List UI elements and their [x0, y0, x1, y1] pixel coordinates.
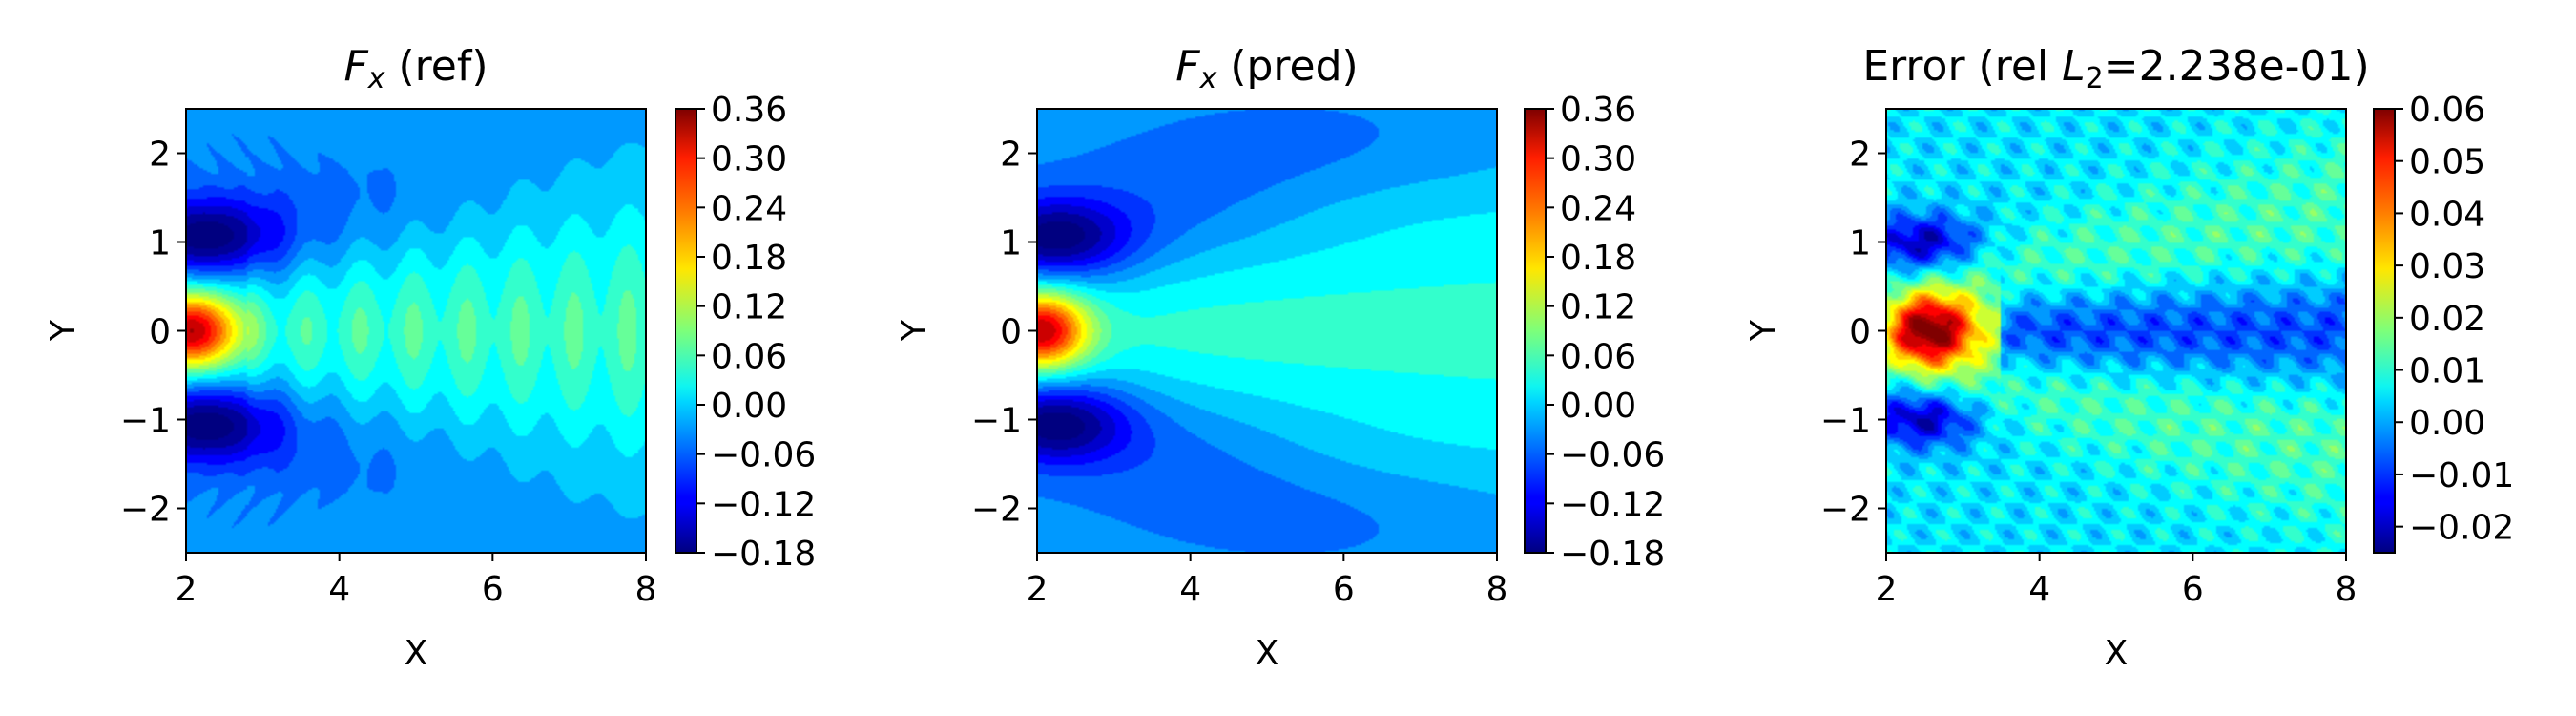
y-ticks: 2 1 0 −1 −2 — [971, 136, 1037, 530]
x-ticks: 2 4 6 8 — [176, 553, 657, 609]
colorbar-tick-label: −0.12 — [711, 485, 816, 524]
colorbar-tick-label: −0.02 — [2409, 509, 2514, 548]
colorbar-tick-label: 0.12 — [1560, 288, 1636, 327]
colorbar-tick-label: 0.06 — [1560, 337, 1636, 376]
colorbar-tick-label: 0.30 — [1560, 140, 1636, 179]
y-axis-label: Y — [1744, 319, 1783, 342]
colorbar-tick-label: 0.02 — [2409, 300, 2485, 339]
heatmap-error — [1886, 109, 2346, 553]
x-tick-label: 4 — [1179, 570, 1201, 609]
y-tick-label: 1 — [1849, 224, 1871, 263]
panel-title: Error (rel L2=2.238e-01) — [1862, 42, 2369, 95]
x-tick-label: 6 — [1333, 570, 1355, 609]
colorbar-ticks: 0.06 0.05 0.04 0.03 0.02 0.01 0.00 −0.01 −0.02 — [2395, 91, 2514, 548]
y-tick-label: 0 — [149, 313, 171, 352]
colorbar-tick-label: 0.18 — [711, 239, 787, 278]
x-axis-label: X — [2105, 634, 2129, 673]
colorbar-tick-label: 0.30 — [711, 140, 787, 179]
x-tick-label: 6 — [482, 570, 504, 609]
colorbar-tick-label: 0.24 — [1560, 189, 1636, 228]
panel-title: Fx (ref) — [343, 42, 488, 95]
colorbar-tick-label: −0.06 — [1560, 436, 1665, 475]
colorbar — [2373, 108, 2396, 554]
x-tick-label: 2 — [1876, 570, 1898, 609]
y-tick-label: −1 — [971, 402, 1022, 441]
colorbar-tick-label: 0.04 — [2409, 195, 2485, 234]
colorbar-tick-label: 0.24 — [711, 189, 787, 228]
y-axis-label: Y — [44, 319, 83, 342]
colorbar — [675, 108, 697, 554]
colorbar-tick-label: 0.06 — [2409, 91, 2485, 130]
heatmap-pred — [1037, 109, 1497, 553]
y-tick-label: −2 — [1820, 491, 1871, 530]
y-tick-label: 0 — [1849, 313, 1871, 352]
colorbar-tick-label: 0.36 — [1560, 91, 1636, 130]
colorbar-tick-label: 0.03 — [2409, 247, 2485, 286]
colorbar-tick-label: −0.01 — [2409, 456, 2514, 495]
x-tick-label: 4 — [328, 570, 350, 609]
x-tick-label: 8 — [1486, 570, 1508, 609]
x-tick-label: 2 — [176, 570, 197, 609]
y-tick-label: 2 — [149, 136, 171, 175]
y-tick-label: 0 — [1000, 313, 1022, 352]
x-axis-label: X — [1256, 634, 1279, 673]
x-ticks: 2 4 6 8 — [1027, 553, 1508, 609]
y-axis-label: Y — [895, 319, 934, 342]
colorbar-tick-label: −0.18 — [1560, 535, 1665, 574]
y-tick-label: 2 — [1849, 136, 1871, 175]
colorbar-tick-label: 0.12 — [711, 288, 787, 327]
x-tick-label: 8 — [2336, 570, 2358, 609]
colorbar-tick-label: 0.00 — [2409, 404, 2485, 443]
colorbar-tick-label: −0.12 — [1560, 485, 1665, 524]
y-ticks: 2 1 0 −1 −2 — [1820, 136, 1886, 530]
x-tick-label: 6 — [2182, 570, 2204, 609]
x-tick-label: 4 — [2028, 570, 2050, 609]
colorbar-tick-label: −0.06 — [711, 436, 816, 475]
y-tick-label: −2 — [120, 491, 171, 530]
y-tick-label: 2 — [1000, 136, 1022, 175]
y-tick-label: −1 — [120, 402, 171, 441]
y-ticks: 2 1 0 −1 −2 — [120, 136, 186, 530]
heatmap-ref — [186, 109, 646, 553]
colorbar-tick-label: 0.36 — [711, 91, 787, 130]
colorbar — [1524, 108, 1547, 554]
x-tick-label: 8 — [635, 570, 657, 609]
y-tick-label: 1 — [1000, 224, 1022, 263]
colorbar-tick-label: −0.18 — [711, 535, 816, 574]
x-axis-label: X — [405, 634, 428, 673]
colorbar-tick-label: 0.18 — [1560, 239, 1636, 278]
y-tick-label: 1 — [149, 224, 171, 263]
colorbar-ticks: 0.36 0.30 0.24 0.18 0.12 0.06 0.00 −0.06 −0.12 −0… — [1546, 91, 1665, 574]
colorbar-ticks: 0.36 0.30 0.24 0.18 0.12 0.06 0.00 −0.06 −0.12 −0… — [696, 91, 816, 574]
colorbar-tick-label: 0.01 — [2409, 352, 2485, 391]
y-tick-label: −2 — [971, 491, 1022, 530]
colorbar-tick-label: 0.00 — [711, 387, 787, 426]
x-tick-label: 2 — [1027, 570, 1049, 609]
colorbar-tick-label: 0.05 — [2409, 143, 2485, 182]
colorbar-tick-label: 0.00 — [1560, 387, 1636, 426]
panel-title: Fx (pred) — [1175, 42, 1358, 95]
y-tick-label: −1 — [1820, 402, 1871, 441]
x-ticks: 2 4 6 8 — [1876, 553, 2358, 609]
colorbar-tick-label: 0.06 — [711, 337, 787, 376]
